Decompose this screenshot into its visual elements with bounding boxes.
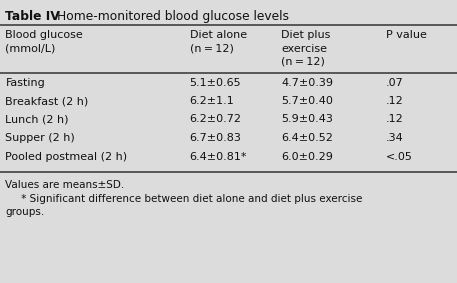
Text: Pooled postmeal (2 h): Pooled postmeal (2 h) <box>5 151 128 162</box>
Text: .12: .12 <box>386 96 404 106</box>
Text: (mmol/L): (mmol/L) <box>5 44 56 53</box>
Text: Fasting: Fasting <box>5 78 45 87</box>
Text: 6.0±0.29: 6.0±0.29 <box>281 151 333 162</box>
Text: Values are means±SD.: Values are means±SD. <box>5 180 125 190</box>
Text: 4.7±0.39: 4.7±0.39 <box>281 78 333 87</box>
Text: 6.7±0.83: 6.7±0.83 <box>190 133 242 143</box>
Text: 6.4±0.81*: 6.4±0.81* <box>190 151 247 162</box>
Text: Breakfast (2 h): Breakfast (2 h) <box>5 96 89 106</box>
Text: 6.4±0.52: 6.4±0.52 <box>281 133 333 143</box>
Text: Home-monitored blood glucose levels: Home-monitored blood glucose levels <box>58 10 289 23</box>
Text: Supper (2 h): Supper (2 h) <box>5 133 75 143</box>
Text: .07: .07 <box>386 78 404 87</box>
Text: 5.9±0.43: 5.9±0.43 <box>281 115 333 125</box>
Text: * Significant difference between diet alone and diet plus exercise: * Significant difference between diet al… <box>5 194 363 203</box>
Text: 6.2±1.1: 6.2±1.1 <box>190 96 234 106</box>
Text: exercise: exercise <box>281 44 327 53</box>
Text: 5.1±0.65: 5.1±0.65 <box>190 78 241 87</box>
Text: <.05: <.05 <box>386 151 413 162</box>
Text: 5.7±0.40: 5.7±0.40 <box>281 96 333 106</box>
Text: .34: .34 <box>386 133 404 143</box>
Text: Table IV: Table IV <box>5 10 60 23</box>
Text: Diet plus: Diet plus <box>281 30 330 40</box>
Text: .12: .12 <box>386 115 404 125</box>
Text: P value: P value <box>386 30 427 40</box>
Text: (n = 12): (n = 12) <box>190 44 234 53</box>
Text: (n = 12): (n = 12) <box>281 57 325 67</box>
Text: Blood glucose: Blood glucose <box>5 30 83 40</box>
Text: 6.2±0.72: 6.2±0.72 <box>190 115 242 125</box>
Text: Diet alone: Diet alone <box>190 30 247 40</box>
Text: Lunch (2 h): Lunch (2 h) <box>5 115 69 125</box>
Text: groups.: groups. <box>5 207 45 217</box>
